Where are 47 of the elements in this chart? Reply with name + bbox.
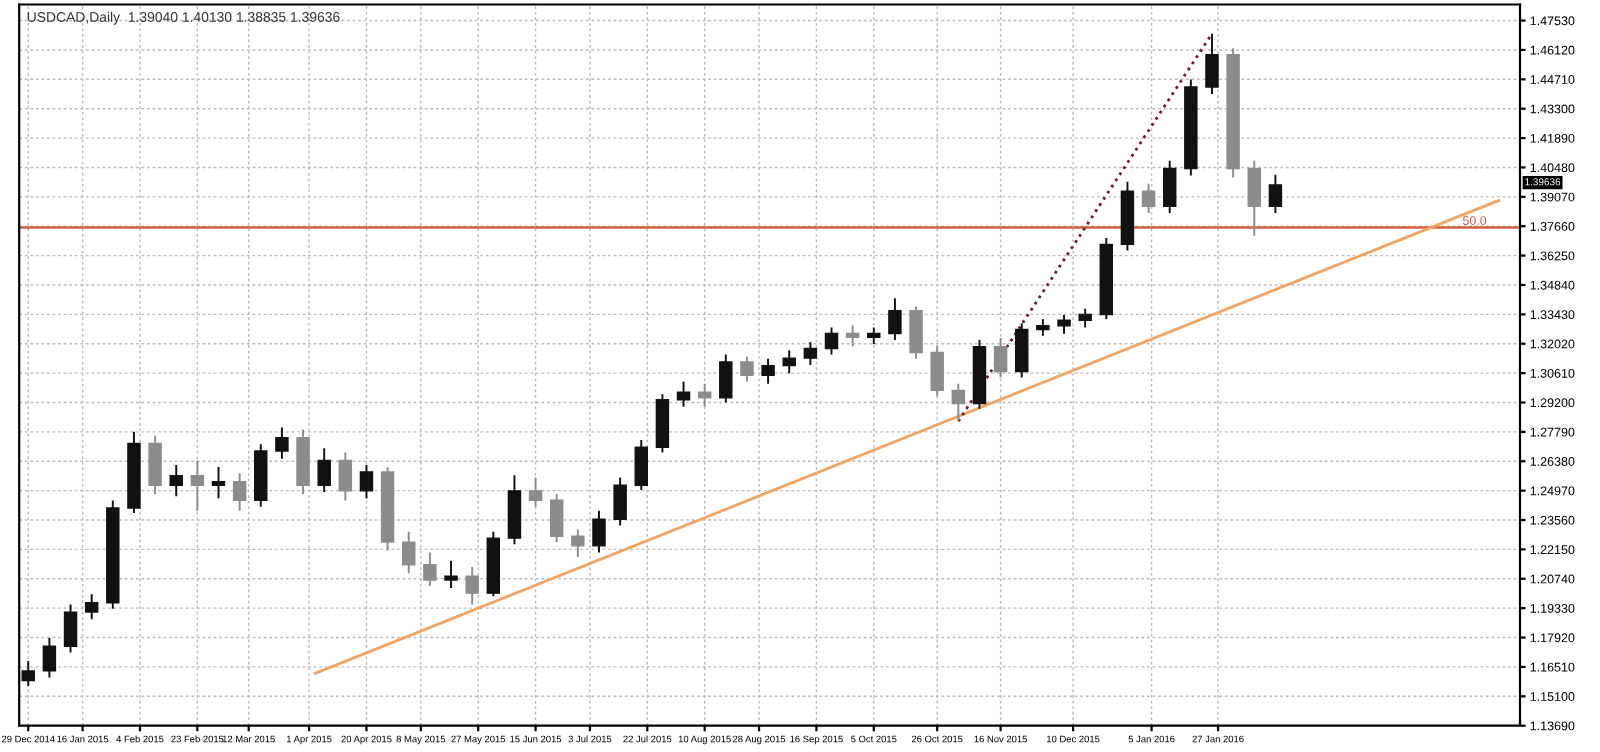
candlestick [465, 566, 479, 606]
candlestick [761, 357, 775, 385]
candlestick [824, 326, 839, 356]
candlestick [1205, 32, 1219, 96]
candlestick [930, 345, 944, 398]
candlestick [888, 297, 902, 341]
candlestick [719, 353, 733, 404]
candlestick [909, 305, 923, 360]
candlestick [211, 466, 226, 500]
candlestick [634, 439, 648, 491]
candlestick [42, 636, 57, 679]
candlestick [1015, 322, 1029, 379]
candlestick [169, 464, 183, 498]
candlestick [803, 341, 818, 366]
candlestick [21, 659, 35, 687]
candlestick [275, 426, 289, 460]
candlestick [613, 476, 627, 527]
candlestick [592, 509, 606, 554]
candlestick [63, 603, 78, 654]
candlestick [444, 559, 458, 589]
candlestick [423, 551, 437, 587]
candlestick [993, 336, 1008, 379]
candlestick [1162, 159, 1177, 214]
candlestick [697, 382, 712, 408]
candlestick [84, 593, 99, 621]
candlestick [190, 459, 205, 512]
candlestick [1141, 182, 1156, 214]
candlestick [232, 472, 247, 512]
candlestick [845, 324, 860, 348]
candlestick [549, 493, 564, 544]
candlestick [740, 355, 754, 383]
candlestick [655, 393, 670, 454]
candlestick [338, 451, 353, 502]
candlestick [1268, 173, 1283, 214]
candlestick [1247, 159, 1261, 237]
candlestick [1057, 314, 1071, 335]
candlestick [951, 382, 966, 423]
candlestick [782, 349, 796, 375]
candlestick [148, 434, 162, 496]
candlestick [507, 474, 522, 546]
candlestick [571, 528, 585, 558]
candlestick [296, 428, 310, 496]
candlestick [528, 476, 543, 508]
candlestick [1078, 307, 1092, 329]
candlestick [317, 447, 331, 494]
candlestick [359, 464, 374, 500]
candlestick [402, 530, 416, 575]
